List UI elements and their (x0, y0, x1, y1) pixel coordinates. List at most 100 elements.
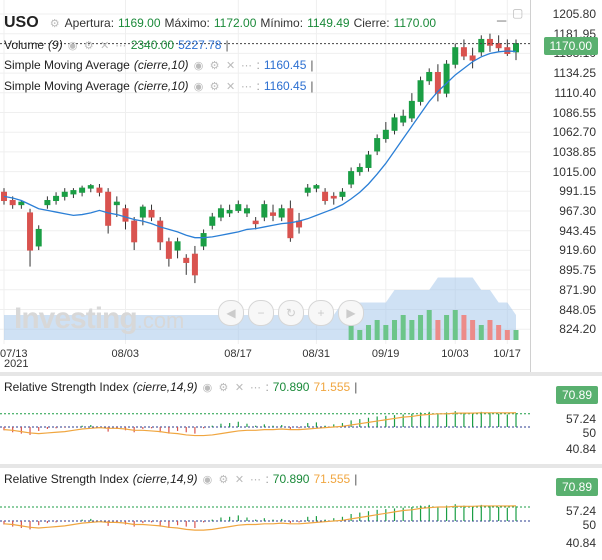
candle-body (105, 191, 112, 226)
candle-body (200, 233, 207, 247)
settings-gear-icon[interactable]: ⚙ (83, 39, 94, 52)
sma1-legend: Simple Moving Average (cierre,10) ◉ ⚙ ✕ … (4, 58, 314, 72)
candle-body (70, 190, 77, 195)
price-axis[interactable]: 1205.801181.951158.101134.251110.401086.… (530, 0, 602, 372)
more-icon[interactable]: ⋯ (249, 381, 261, 394)
rsi2-badge: 70.89 (555, 478, 598, 496)
rsi2-value-2: 71.555 (313, 472, 351, 486)
volume-bar (426, 310, 432, 340)
candle-body (27, 212, 34, 251)
settings-gear-icon[interactable]: ⚙ (209, 59, 220, 72)
watermark-suffix: .com (136, 308, 185, 333)
rsi-chart-1[interactable] (0, 376, 530, 464)
rsi2-axis-1: 57.24 (565, 504, 596, 518)
volume-bar (461, 315, 467, 340)
zoom-in-icon[interactable]: + (308, 300, 334, 326)
maximo-value: 1172.00 (213, 16, 257, 30)
scroll-right-icon[interactable]: ▶ (338, 300, 364, 326)
volume-legend: Volume (9) ◉ ⚙ ✕ ⋯ 2340.00 5227.78 | (4, 38, 229, 52)
pane-divider-2[interactable] (0, 464, 602, 468)
rsi-pane-2[interactable]: Relative Strength Index (cierre,14,9) ◉ … (0, 468, 602, 560)
volume-value-2: 5227.78 (178, 38, 222, 52)
candle-body (400, 115, 407, 123)
volume-bar (400, 315, 406, 340)
volume-ma-area (4, 277, 516, 340)
maximo-label: Máximo: (164, 16, 210, 30)
price-tick-label: 991.15 (559, 184, 596, 199)
visibility-eye-icon[interactable]: ◉ (193, 59, 204, 72)
candle-body (486, 38, 493, 46)
delete-icon[interactable]: ✕ (225, 59, 236, 72)
more-icon[interactable]: ⋯ (241, 59, 253, 72)
candle-body (209, 216, 216, 226)
rsi1-label[interactable]: Relative Strength Index (4, 380, 129, 394)
candle-body (478, 38, 485, 53)
visibility-eye-icon[interactable]: ◉ (202, 381, 213, 394)
rsi1-value-1: 70.890 (272, 380, 310, 394)
time-axis[interactable]: 07/13 08/03 08/17 08/31 09/19 10/03 10/17 (0, 344, 530, 372)
minimize-icon[interactable]: ▁ (497, 8, 507, 22)
more-icon[interactable]: ⋯ (249, 473, 261, 486)
volume-bar (496, 325, 502, 340)
settings-gear-icon[interactable]: ⚙ (49, 17, 60, 30)
pane-divider-1[interactable] (0, 372, 602, 376)
price-pane[interactable]: USO ⚙ Apertura: 1169.00 Máximo: 1172.00 … (0, 0, 602, 372)
delete-icon[interactable]: ✕ (225, 80, 236, 93)
candle-body (270, 212, 277, 216)
price-tick-label: 824.20 (559, 322, 596, 337)
rsi-pane-1[interactable]: Relative Strength Index (cierre,14,9) ◉ … (0, 376, 602, 464)
candle-body (183, 257, 190, 263)
candle-body (304, 187, 311, 193)
cierre-value: 1170.00 (393, 16, 437, 30)
maximize-icon[interactable]: ▢ (512, 6, 524, 20)
volume-bar (513, 330, 519, 340)
minimo-label: Mínimo: (260, 16, 304, 30)
price-tick-label: 919.60 (559, 243, 596, 258)
delete-icon[interactable]: ✕ (234, 381, 245, 394)
time-tick-label: 10/03 (441, 348, 469, 360)
candle-body (113, 201, 120, 206)
axis-divider (530, 0, 531, 560)
candle-body (174, 241, 181, 251)
rsi1-param: (cierre,14,9) (132, 380, 198, 394)
volume-bar (478, 325, 484, 340)
price-tick-label: 1038.85 (552, 144, 596, 159)
volume-bar (444, 315, 450, 340)
visibility-eye-icon[interactable]: ◉ (202, 473, 213, 486)
candle-body (434, 71, 441, 94)
sma2-value: 1160.45 (263, 79, 307, 93)
rsi1-legend: Relative Strength Index (cierre,14,9) ◉ … (4, 380, 358, 394)
volume-label[interactable]: Volume (4, 38, 45, 52)
candle-body (391, 117, 398, 131)
settings-gear-icon[interactable]: ⚙ (209, 80, 220, 93)
more-icon[interactable]: ⋯ (115, 39, 127, 52)
reset-icon[interactable]: ↻ (278, 300, 304, 326)
candle-body (131, 220, 138, 243)
candle-body (408, 100, 415, 119)
visibility-eye-icon[interactable]: ◉ (193, 80, 204, 93)
volume-bar (470, 320, 476, 340)
sma1-label[interactable]: Simple Moving Average (4, 58, 130, 72)
visibility-eye-icon[interactable]: ◉ (67, 39, 78, 52)
scroll-left-icon[interactable]: ◀ (218, 300, 244, 326)
delete-icon[interactable]: ✕ (100, 39, 110, 52)
sma2-legend: Simple Moving Average (cierre,10) ◉ ⚙ ✕ … (4, 79, 314, 93)
rsi1-axis-1: 57.24 (565, 412, 596, 426)
zoom-out-icon[interactable]: − (248, 300, 274, 326)
volume-bar (383, 325, 389, 340)
candle-body (452, 47, 459, 65)
symbol-title[interactable]: USO (4, 14, 39, 31)
volume-bar (435, 320, 441, 340)
delete-icon[interactable]: ✕ (234, 473, 245, 486)
rsi2-label[interactable]: Relative Strength Index (4, 472, 129, 486)
candle-body (382, 129, 389, 140)
sma2-label[interactable]: Simple Moving Average (4, 79, 130, 93)
more-icon[interactable]: ⋯ (241, 80, 253, 93)
price-tick-label: 1062.70 (552, 125, 596, 140)
price-chart[interactable] (0, 0, 530, 372)
rsi-chart-2[interactable] (0, 468, 530, 560)
price-tick-label: 1110.40 (554, 85, 596, 100)
price-tick-label: 1015.00 (552, 164, 596, 179)
settings-gear-icon[interactable]: ⚙ (218, 381, 229, 394)
settings-gear-icon[interactable]: ⚙ (218, 473, 229, 486)
